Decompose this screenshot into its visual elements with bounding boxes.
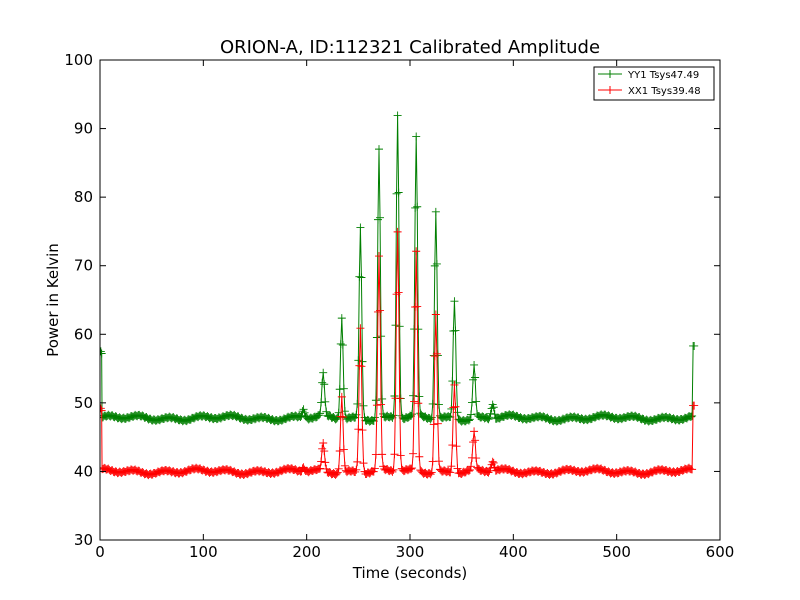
y-tick-label: 40 (74, 462, 93, 480)
y-tick-label: 100 (64, 51, 93, 69)
x-tick-label: 500 (602, 543, 631, 561)
plot-area (100, 111, 699, 480)
series-yy1 (100, 111, 699, 426)
x-tick-label: 300 (396, 543, 425, 561)
x-tick-label: 100 (189, 543, 218, 561)
legend-box (593, 66, 715, 101)
x-tick-label: 0 (95, 543, 105, 561)
y-tick-label: 60 (74, 325, 93, 343)
legend-label-xx1: XX1 Tsys39.48 (628, 86, 701, 97)
x-tick-label: 400 (499, 543, 528, 561)
legend-label-yy1: YY1 Tsys47.49 (627, 70, 699, 81)
x-tick-label: 200 (292, 543, 321, 561)
legend-marker-yy1 (606, 70, 614, 78)
y-tick-label: 30 (74, 531, 93, 549)
y-tick-label: 70 (74, 257, 93, 275)
x-axis-label: Time (seconds) (352, 564, 468, 582)
legend: YY1 Tsys47.49 XX1 Tsys39.48 (593, 66, 715, 101)
legend-marker-xx1 (606, 86, 614, 94)
axis-ticks: 0 100 200 300 400 500 600 30 40 50 60 70 80 90 100 (64, 51, 734, 561)
y-axis-label: Power in Kelvin (44, 243, 62, 357)
y-tick-label: 50 (74, 394, 93, 412)
series-markers (100, 227, 699, 480)
series-markers (100, 111, 699, 426)
x-tick-label: 600 (706, 543, 735, 561)
y-tick-label: 90 (74, 120, 93, 138)
chart-title: ORION-A, ID:112321 Calibrated Amplitude (220, 37, 600, 58)
y-tick-label: 80 (74, 188, 93, 206)
series-xx1 (100, 227, 699, 480)
